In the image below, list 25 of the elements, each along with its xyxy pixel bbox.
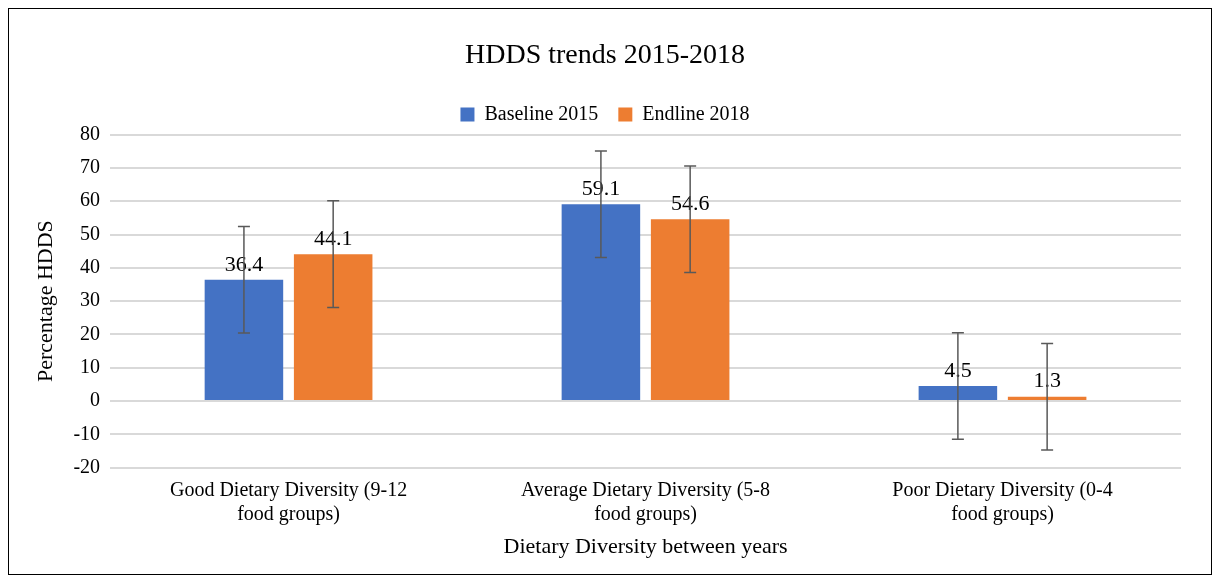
x-tick-label: Good Dietary Diversity (9-12 food groups) <box>169 477 408 525</box>
bar <box>561 204 641 400</box>
y-tick-label: 40 <box>80 255 101 278</box>
y-tick-label: 30 <box>80 288 101 311</box>
x-tick-label: Average Dietary Diversity (5-8 food groups) <box>521 477 771 525</box>
y-tick-label: 80 <box>80 121 101 144</box>
x-tick-label: Poor Dietary Diversity (0-4 food groups) <box>892 477 1113 525</box>
x-axis-title: Dietary Diversity between years <box>503 532 788 558</box>
y-tick-label: 50 <box>80 221 101 244</box>
bar <box>293 254 373 400</box>
bar <box>650 219 730 400</box>
y-axis-title: Percentage HDDS <box>31 220 57 383</box>
y-tick-label: 10 <box>80 354 101 377</box>
chart-title: HDDS trends 2015-2018 <box>465 38 745 70</box>
y-tick-label: 70 <box>80 155 101 178</box>
y-tick-label: 60 <box>80 188 101 211</box>
y-tick-label: -20 <box>73 454 101 477</box>
legend-label: Endline 2018 <box>642 101 750 124</box>
data-label: 36.4 <box>224 250 264 276</box>
y-tick-label: 20 <box>80 321 101 344</box>
y-tick-label: -10 <box>73 421 101 444</box>
legend-label: Baseline 2015 <box>484 101 599 124</box>
y-tick-label: 0 <box>90 388 101 411</box>
bar <box>918 386 998 400</box>
bar <box>204 279 284 400</box>
